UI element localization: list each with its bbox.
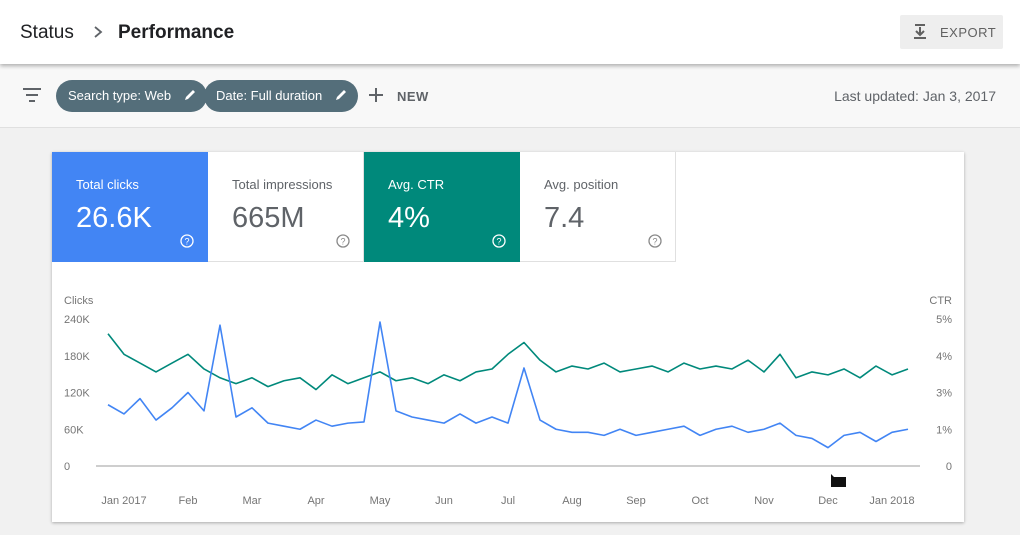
y2-axis-title: CTR xyxy=(929,295,952,307)
y-tick-label: 120K xyxy=(64,388,90,400)
header: Status Performance EXPORT xyxy=(0,0,1020,64)
y-tick-label: 60K xyxy=(64,424,84,436)
help-icon[interactable]: ? xyxy=(492,234,506,248)
x-tick-label: Nov xyxy=(754,495,774,507)
export-label: EXPORT xyxy=(940,25,997,40)
x-tick-label: Jan 2018 xyxy=(869,495,914,507)
y2-tick-label: 0 xyxy=(946,461,952,473)
metric-label: Total clicks xyxy=(76,177,139,192)
x-tick-label: Jun xyxy=(435,495,453,507)
y2-tick-label: 5% xyxy=(936,314,952,326)
new-button[interactable]: NEW xyxy=(397,89,429,104)
y2-tick-label: 1% xyxy=(936,424,952,436)
metric-value: 4% xyxy=(388,202,430,234)
download-icon xyxy=(914,24,926,39)
annotation-flag[interactable] xyxy=(831,474,846,487)
x-tick-label: Jul xyxy=(501,495,515,507)
help-icon[interactable]: ? xyxy=(648,234,662,248)
x-tick-label: Oct xyxy=(691,495,708,507)
metric-label: Total impressions xyxy=(232,177,333,192)
metric-value: 665M xyxy=(232,202,305,234)
x-tick-label: Aug xyxy=(562,495,582,507)
filter-bar: Search type: Web Date: Full duration NEW… xyxy=(0,64,1020,128)
y-axis-title: Clicks xyxy=(64,295,94,307)
svg-text:?: ? xyxy=(340,237,345,247)
x-tick-label: Feb xyxy=(179,495,198,507)
plus-icon xyxy=(369,88,383,102)
x-tick-label: Jan 2017 xyxy=(101,495,146,507)
help-icon[interactable]: ? xyxy=(180,234,194,248)
chip-label: Date: Full duration xyxy=(216,88,323,103)
svg-text:?: ? xyxy=(496,237,501,247)
svg-text:?: ? xyxy=(652,237,657,247)
help-icon[interactable]: ? xyxy=(336,234,350,248)
filter-chip[interactable]: Search type: Web xyxy=(56,80,208,112)
svg-text:?: ? xyxy=(184,237,189,247)
x-tick-label: Sep xyxy=(626,495,646,507)
metric-value: 26.6K xyxy=(76,202,152,234)
metric-tile[interactable]: Avg. position 7.4? xyxy=(520,152,676,262)
chip-label: Search type: Web xyxy=(68,88,172,103)
breadcrumb[interactable]: Status xyxy=(20,22,74,43)
y-tick-label: 180K xyxy=(64,351,90,363)
page-title: Performance xyxy=(118,22,235,43)
filter-chip[interactable]: Date: Full duration xyxy=(204,80,359,112)
x-tick-label: Apr xyxy=(307,495,324,507)
x-tick-label: Mar xyxy=(243,495,262,507)
metric-label: Avg. CTR xyxy=(388,177,445,192)
y-tick-label: 0 xyxy=(64,461,70,473)
y-tick-label: 240K xyxy=(64,314,90,326)
metric-value: 7.4 xyxy=(544,202,585,234)
performance-card: Total clicks 26.6K? Total impressions 665M?… xyxy=(52,152,964,522)
chevron xyxy=(94,26,103,38)
edit-icon xyxy=(185,90,196,100)
metric-tile[interactable]: Avg. CTR 4%? xyxy=(364,152,520,262)
x-tick-label: May xyxy=(370,495,391,507)
x-tick-label: Dec xyxy=(818,495,838,507)
metric-label: Avg. position xyxy=(544,177,619,192)
filter-icon[interactable] xyxy=(23,88,41,102)
y2-tick-label: 3% xyxy=(936,388,952,400)
last-updated: Last updated: Jan 3, 2017 xyxy=(834,88,996,104)
metric-tile[interactable]: Total impressions 665M? xyxy=(208,152,364,262)
series-line xyxy=(107,321,909,449)
edit-icon xyxy=(336,90,347,100)
series-line xyxy=(107,333,909,391)
y2-tick-label: 4% xyxy=(936,351,952,363)
export-button[interactable]: EXPORT xyxy=(900,15,1003,49)
metric-tile[interactable]: Total clicks 26.6K? xyxy=(52,152,208,262)
